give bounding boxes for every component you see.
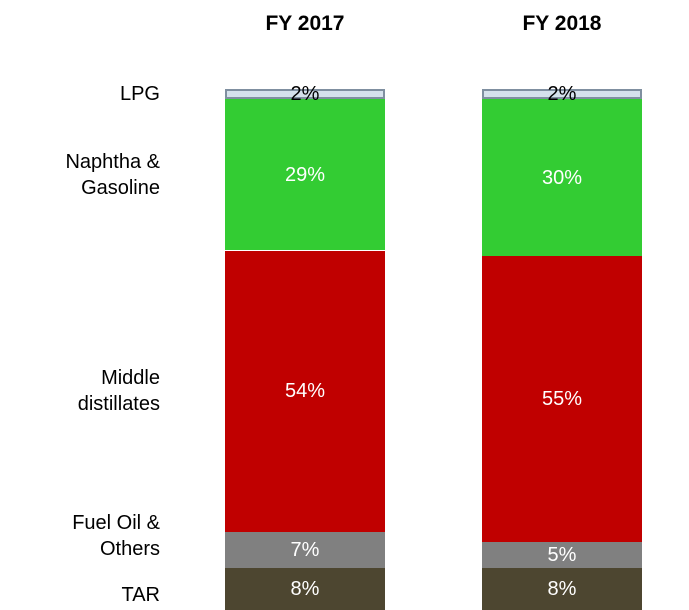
bar-segment xyxy=(482,89,642,100)
series-label: Middle distillates xyxy=(77,367,160,416)
bar-segment xyxy=(225,89,385,100)
value-label: 29% xyxy=(284,163,326,186)
series-label: TAR xyxy=(121,584,160,607)
series-label: Naphtha & Gasoline xyxy=(65,150,160,199)
category-label: FY 2017 xyxy=(265,12,345,35)
value-label: 2% xyxy=(290,83,320,106)
bar-segment xyxy=(225,568,385,610)
bar-segment xyxy=(225,531,385,569)
bar-segment xyxy=(225,99,385,251)
value-label: 8% xyxy=(290,578,320,601)
value-label: 5% xyxy=(547,544,577,567)
bar-segment xyxy=(482,255,642,543)
value-label: 54% xyxy=(284,380,326,403)
value-label: 8% xyxy=(547,578,577,601)
bar-segment xyxy=(225,250,385,532)
bar-segment xyxy=(482,542,642,569)
value-label: 55% xyxy=(541,387,583,410)
value-label: 7% xyxy=(290,539,320,562)
series-label: LPG xyxy=(119,83,160,106)
category-label: FY 2018 xyxy=(522,12,602,35)
value-label: 30% xyxy=(541,166,583,189)
series-label: Fuel Oil & Others xyxy=(72,512,160,561)
bar-segment xyxy=(482,568,642,610)
value-label: 2% xyxy=(547,83,577,106)
bar-segment xyxy=(482,99,642,256)
